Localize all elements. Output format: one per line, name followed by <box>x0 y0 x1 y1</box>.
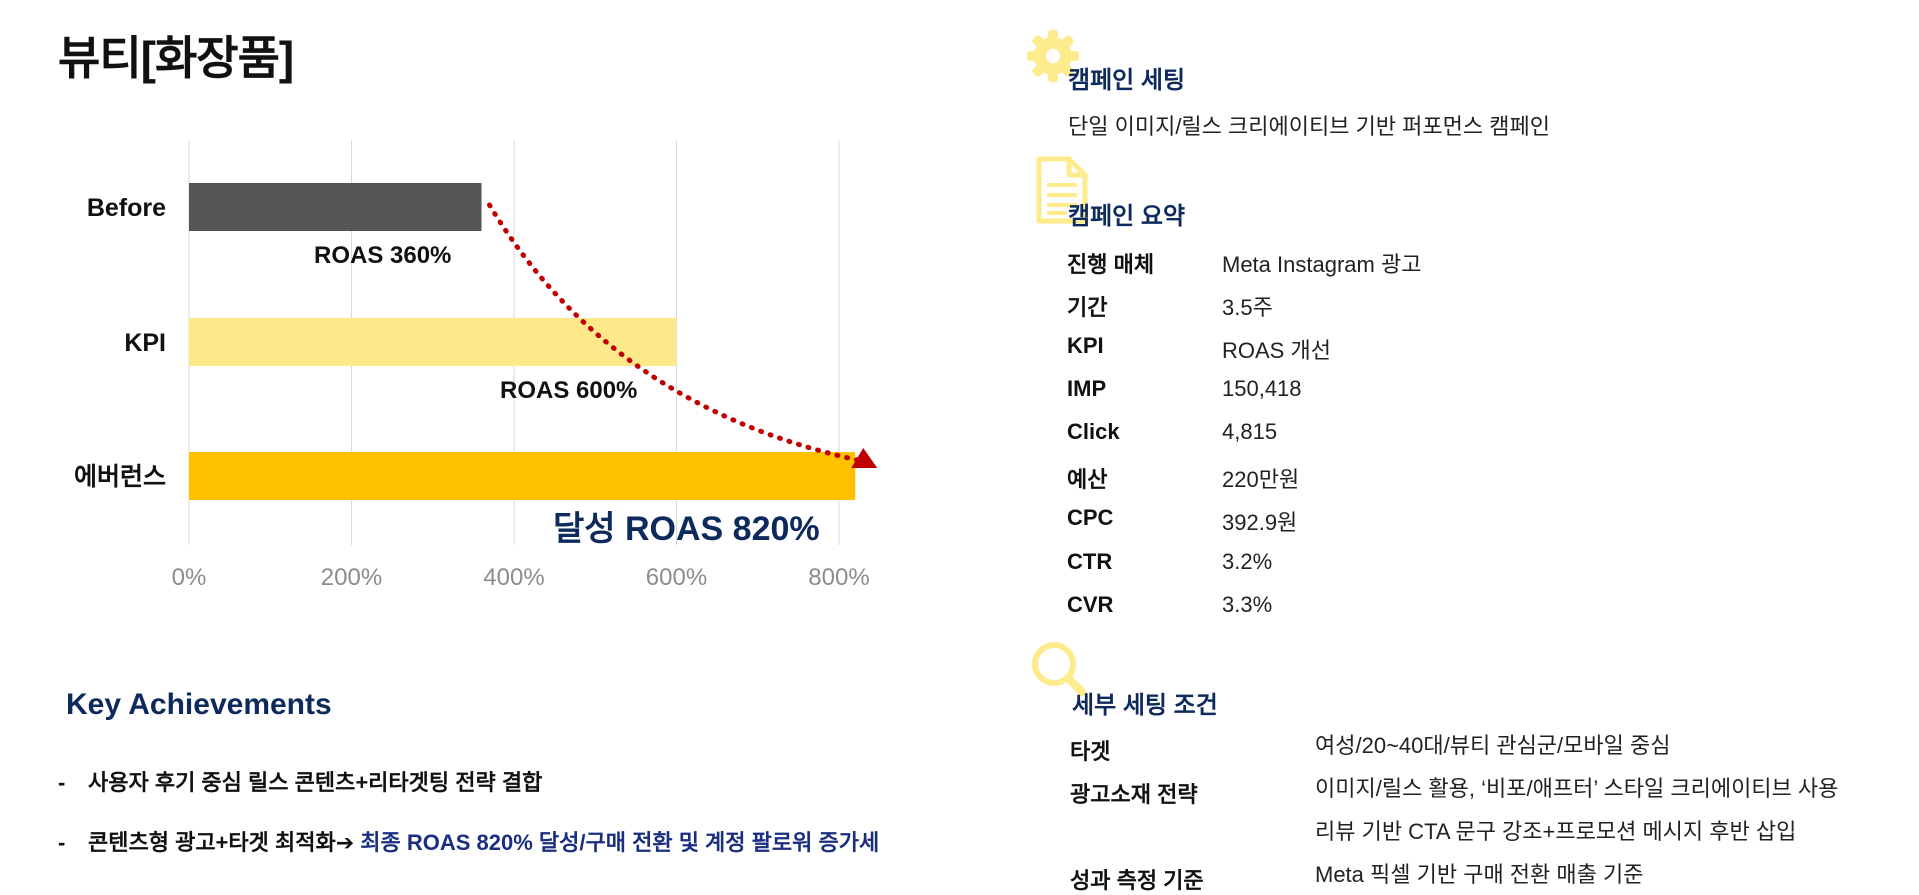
x-tick-label: 800% <box>808 564 869 591</box>
summary-row-value: 3.3% <box>1222 592 1273 617</box>
achievement-text: 사용자 후기 중심 릴스 콘텐츠+리타겟팅 전략 결합 <box>88 770 543 795</box>
category-label: KPI <box>124 329 166 357</box>
roas-bar-chart: 0% 200% 400% 600% 800% Before ROAS 360% KPI ROAS… <box>74 140 878 591</box>
x-tick-label: 600% <box>646 564 707 591</box>
summary-row-value: 3.5주 <box>1222 295 1273 320</box>
summary-row-label: 진행 매체 <box>1067 252 1155 277</box>
detail-row-label: 타겟 <box>1070 739 1111 764</box>
achievement-highlight: 최종 ROAS 820% 달성/구매 전환 및 계정 팔로워 증가세 <box>354 830 880 855</box>
trend-line <box>487 202 860 463</box>
summary-row-label: CVR <box>1067 592 1114 617</box>
key-achievements-title: Key Achievements <box>66 688 332 721</box>
page-title: 뷰티[화장품] <box>58 32 294 84</box>
summary-row-value: 220만원 <box>1222 467 1300 492</box>
summary-row-value: 4,815 <box>1222 419 1278 444</box>
magnifier-icon <box>1032 642 1086 696</box>
detail-row-label: 성과 측정 기준 <box>1070 868 1204 893</box>
summary-row-value: Meta Instagram 광고 <box>1222 252 1422 277</box>
summary-row-value: 3.2% <box>1222 549 1273 574</box>
list-dash: - <box>58 770 66 795</box>
summary-row-value: ROAS 개선 <box>1222 338 1331 363</box>
campaign-summary-title: 캠페인 요약 <box>1068 203 1186 230</box>
summary-row-label: CTR <box>1067 549 1113 574</box>
achievement-item: - 사용자 후기 중심 릴스 콘텐츠+리타겟팅 전략 결합 <box>58 765 542 797</box>
detail-row-value: Meta 픽셀 기반 구매 전환 매출 기준 <box>1315 862 1644 887</box>
x-tick-label: 200% <box>321 564 382 591</box>
list-dash: - <box>58 830 66 855</box>
detail-row-label: 광고소재 전략 <box>1070 782 1198 807</box>
summary-row-label: IMP <box>1067 376 1107 401</box>
summary-row-label: 예산 <box>1067 467 1108 492</box>
detail-row-value: 리뷰 기반 CTA 문구 강조+프로모션 메시지 후반 삽입 <box>1315 819 1797 844</box>
x-tick-label: 400% <box>483 564 544 591</box>
summary-row-label: KPI <box>1067 333 1104 358</box>
campaign-setting-title: 캠페인 세팅 <box>1068 67 1186 94</box>
x-tick-label: 0% <box>172 564 207 591</box>
bar <box>189 183 482 231</box>
achievement-item: - 콘텐츠형 광고+타겟 최적화➔ 최종 ROAS 820% 달성/구매 전환 및… <box>58 825 879 857</box>
detail-row-value: 이미지/릴스 활용, ‘비포/애프터’ 스타일 크리에이티브 사용 <box>1315 776 1839 801</box>
summary-row-label: CPC <box>1067 505 1114 530</box>
achievement-text: 콘텐츠형 광고+타겟 최적화➔ <box>88 830 355 855</box>
summary-row-value: 150,418 <box>1222 376 1302 401</box>
data-label: 달성 ROAS 820% <box>553 510 820 548</box>
bar <box>189 452 856 500</box>
document-icon <box>1036 156 1088 224</box>
gear-icon <box>1027 30 1079 82</box>
category-label: 에버런스 <box>74 463 166 491</box>
detail-setting-title: 세부 세팅 조건 <box>1072 692 1218 719</box>
summary-row-label: 기간 <box>1067 295 1108 320</box>
summary-row-label: Click <box>1067 419 1120 444</box>
summary-row-value: 392.9원 <box>1222 510 1298 535</box>
campaign-setting-text: 단일 이미지/릴스 크리에이티브 기반 퍼포먼스 캠페인 <box>1068 114 1550 139</box>
trend-arrowhead <box>851 448 878 468</box>
data-label: ROAS 360% <box>314 242 451 269</box>
bar <box>189 318 677 366</box>
category-label: Before <box>87 194 166 222</box>
data-label: ROAS 600% <box>500 377 637 404</box>
detail-row-value: 여성/20~40대/뷰티 관심군/모바일 중심 <box>1315 733 1671 758</box>
